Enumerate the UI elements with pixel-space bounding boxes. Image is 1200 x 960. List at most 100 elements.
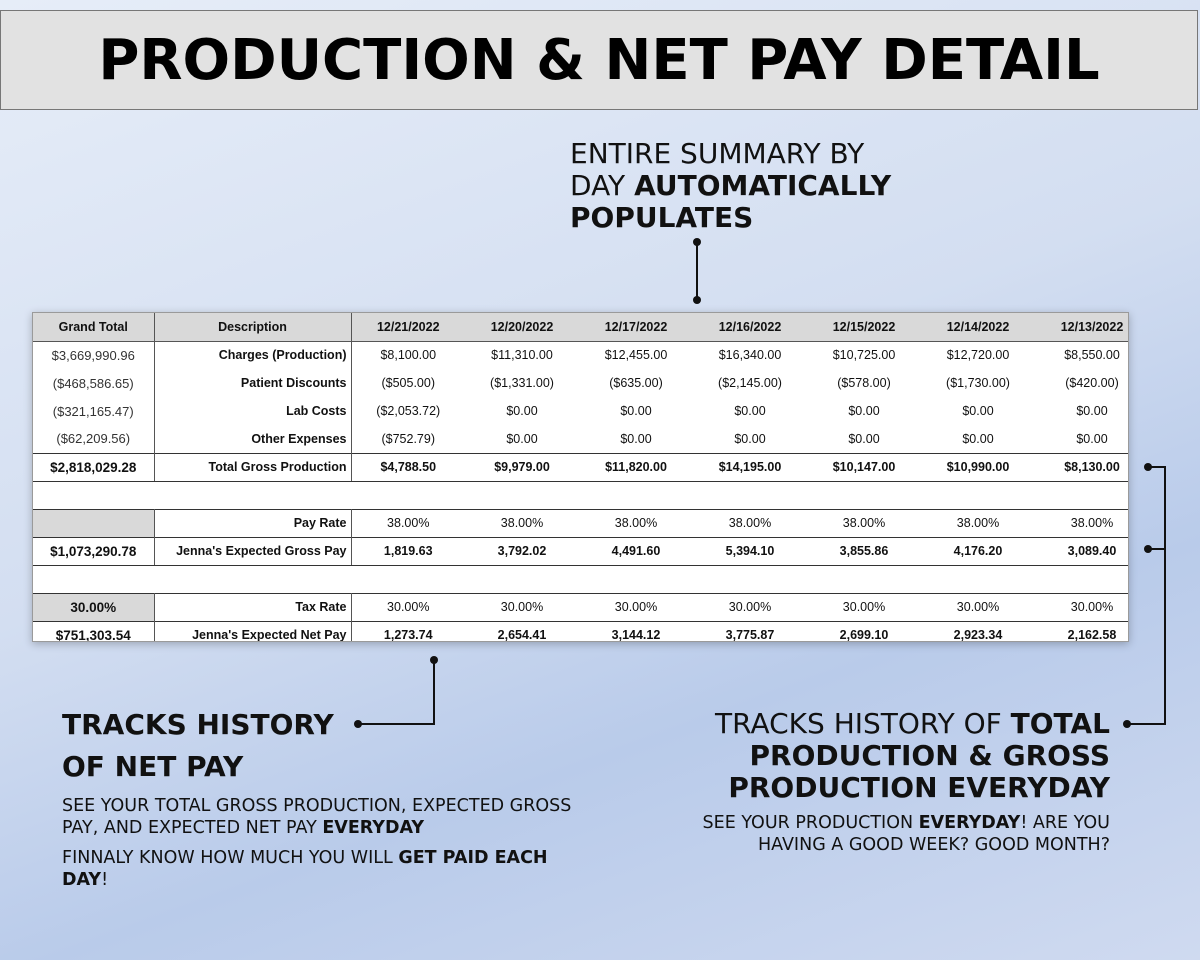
value-cell: 1,819.63 <box>351 536 465 566</box>
grand-total-cell: ($468,586.65) <box>33 369 155 397</box>
table-header-row: Grand Total Description 12/21/2022 12/20… <box>33 313 1128 342</box>
value-cell: $0.00 <box>962 431 994 446</box>
value-cell: 3,144.12 <box>579 620 693 641</box>
value-cell: 2,699.10 <box>807 620 921 641</box>
header-date: 12/15/2022 <box>807 313 921 342</box>
value-cell: 4,176.20 <box>921 536 1035 566</box>
value-cell: 38.00% <box>351 508 465 537</box>
table-row-spacer <box>33 481 1128 509</box>
value-cell: ($505.00) <box>381 376 435 390</box>
header-description: Description <box>154 313 352 342</box>
table-row-expected-net-pay: $751,303.54 Jenna's Expected Net Pay 1,2… <box>33 620 1128 641</box>
top-callout-line2: DAY AUTOMATICALLY <box>570 170 990 202</box>
title-banner: PRODUCTION & NET PAY DETAIL <box>0 10 1198 110</box>
left-callout-paragraph-2: FINNALY KNOW HOW MUCH YOU WILL GET PAID … <box>62 847 552 891</box>
value-cell: ($1,331.00) <box>490 376 554 390</box>
row-label: Jenna's Expected Net Pay <box>154 620 352 641</box>
value-cell: 30.00% <box>351 592 465 621</box>
right-callout-title-bold1: TOTAL <box>1010 707 1110 740</box>
top-connector-dot-upper <box>693 238 701 246</box>
left-callout-title: TRACKS HISTORY OF NET PAY <box>62 704 382 788</box>
header-date: 12/14/2022 <box>921 313 1035 342</box>
value-cell: 38.00% <box>579 508 693 537</box>
value-cell: $0.00 <box>734 431 766 446</box>
value-cell: $8,550.00 <box>1064 348 1120 363</box>
grand-total-cell <box>33 508 155 537</box>
value-cell: 30.00% <box>465 592 579 621</box>
value-cell: $0.00 <box>1076 431 1108 446</box>
value-cell: 2,654.41 <box>465 620 579 641</box>
value-cell: 1,273.74 <box>351 620 465 641</box>
right-callout-title-line3: PRODUCTION EVERYDAY <box>650 772 1110 804</box>
value-cell: $0.00 <box>506 404 538 418</box>
grand-total-cell: ($62,209.56) <box>33 425 155 453</box>
value-cell: $0.00 <box>734 404 766 418</box>
left-callout-p1-bold: EVERYDAY <box>322 818 425 838</box>
top-callout: ENTIRE SUMMARY BY DAY AUTOMATICALLY POPU… <box>570 138 990 234</box>
grand-total-cell: $3,669,990.96 <box>33 341 155 369</box>
value-cell: ($752.79) <box>381 431 435 446</box>
top-callout-line2-plain: DAY <box>570 169 635 202</box>
value-cell: 2,162.58 <box>1035 620 1128 641</box>
value-cell: 4,491.60 <box>579 536 693 566</box>
value-cell: $8,130.00 <box>1035 452 1128 482</box>
spacer-cell <box>33 565 1128 593</box>
spreadsheet-summary: Grand Total Description 12/21/2022 12/20… <box>32 312 1129 642</box>
row-label: Patient Discounts <box>154 369 352 397</box>
header-date: 12/16/2022 <box>693 313 807 342</box>
value-cell: $8,100.00 <box>380 348 437 363</box>
left-callout-p2-plain: FINNALY KNOW HOW MUCH YOU WILL <box>62 848 399 868</box>
right-callout-title: TRACKS HISTORY OF TOTAL PRODUCTION & GRO… <box>650 708 1110 804</box>
value-cell: $10,147.00 <box>807 452 921 482</box>
value-cell: 38.00% <box>807 508 921 537</box>
value-cell: $0.00 <box>620 404 652 418</box>
right-connector-dot-gross <box>1144 545 1152 553</box>
table-row-expected-gross-pay: $1,073,290.78 Jenna's Expected Gross Pay… <box>33 536 1128 566</box>
table-row-tax-rate: 30.00% Tax Rate 30.00% 30.00% 30.00% 30.… <box>33 592 1128 621</box>
right-callout-title-bold3: PRODUCTION EVERYDAY <box>728 771 1110 804</box>
value-cell: ($420.00) <box>1065 376 1119 390</box>
left-callout-p2-bold: GET PAID EACH DAY <box>62 848 548 890</box>
value-cell: 30.00% <box>1035 592 1128 621</box>
value-cell: 30.00% <box>693 592 807 621</box>
table-row-pay-rate: Pay Rate 38.00% 38.00% 38.00% 38.00% 38.… <box>33 508 1128 537</box>
top-callout-line1: ENTIRE SUMMARY BY <box>570 137 865 170</box>
right-callout-p-plain2: ! ARE YOU HAVING A GOOD WEEK? GOOD MONTH… <box>757 813 1110 855</box>
grand-total-cell: $1,073,290.78 <box>33 536 155 566</box>
value-cell: 30.00% <box>921 592 1035 621</box>
left-callout-title-line2: OF NET PAY <box>62 750 244 783</box>
value-cell: $0.00 <box>620 431 652 446</box>
left-callout-title-line1: TRACKS HISTORY <box>62 708 334 741</box>
row-label: Tax Rate <box>154 592 352 621</box>
row-label: Jenna's Expected Gross Pay <box>154 536 352 566</box>
table-row-total-gross-production: $2,818,029.28 Total Gross Production $4,… <box>33 452 1128 482</box>
row-label: Total Gross Production <box>154 452 352 482</box>
value-cell: ($578.00) <box>837 376 891 390</box>
value-cell: $11,820.00 <box>579 452 693 482</box>
header-date: 12/21/2022 <box>351 313 465 342</box>
right-callout-title-bold2: PRODUCTION & GROSS <box>749 739 1111 772</box>
table-row-discounts: ($468,586.65) Patient Discounts ($505.00… <box>33 369 1128 397</box>
value-cell: 3,089.40 <box>1035 536 1128 566</box>
table-row-lab-costs: ($321,165.47) Lab Costs ($2,053.72) $0.0… <box>33 397 1128 425</box>
grand-total-cell: 30.00% <box>33 592 155 621</box>
right-callout-title-line2: PRODUCTION & GROSS <box>650 739 1111 772</box>
value-cell: 5,394.10 <box>693 536 807 566</box>
right-callout-p-plain1: SEE YOUR PRODUCTION <box>702 813 919 833</box>
value-cell: $0.00 <box>848 431 880 446</box>
header-date: 12/13/2022 <box>1035 313 1128 342</box>
header-grand-total: Grand Total <box>33 313 155 342</box>
value-cell: $4,788.50 <box>351 452 465 482</box>
value-cell: 38.00% <box>465 508 579 537</box>
left-callout-p1-plain: SEE YOUR TOTAL GROSS PRODUCTION, EXPECTE… <box>62 796 572 838</box>
value-cell: $0.00 <box>506 431 538 446</box>
value-cell: $14,195.00 <box>693 452 807 482</box>
row-label: Lab Costs <box>154 397 352 425</box>
value-cell: $10,725.00 <box>832 348 896 363</box>
value-cell: 30.00% <box>807 592 921 621</box>
top-callout-line3: POPULATES <box>570 202 990 234</box>
table-row-charges: $3,669,990.96 Charges (Production) $8,10… <box>33 341 1128 369</box>
value-cell: 38.00% <box>693 508 807 537</box>
row-label: Other Expenses <box>154 425 352 453</box>
value-cell: $16,340.00 <box>718 348 782 363</box>
